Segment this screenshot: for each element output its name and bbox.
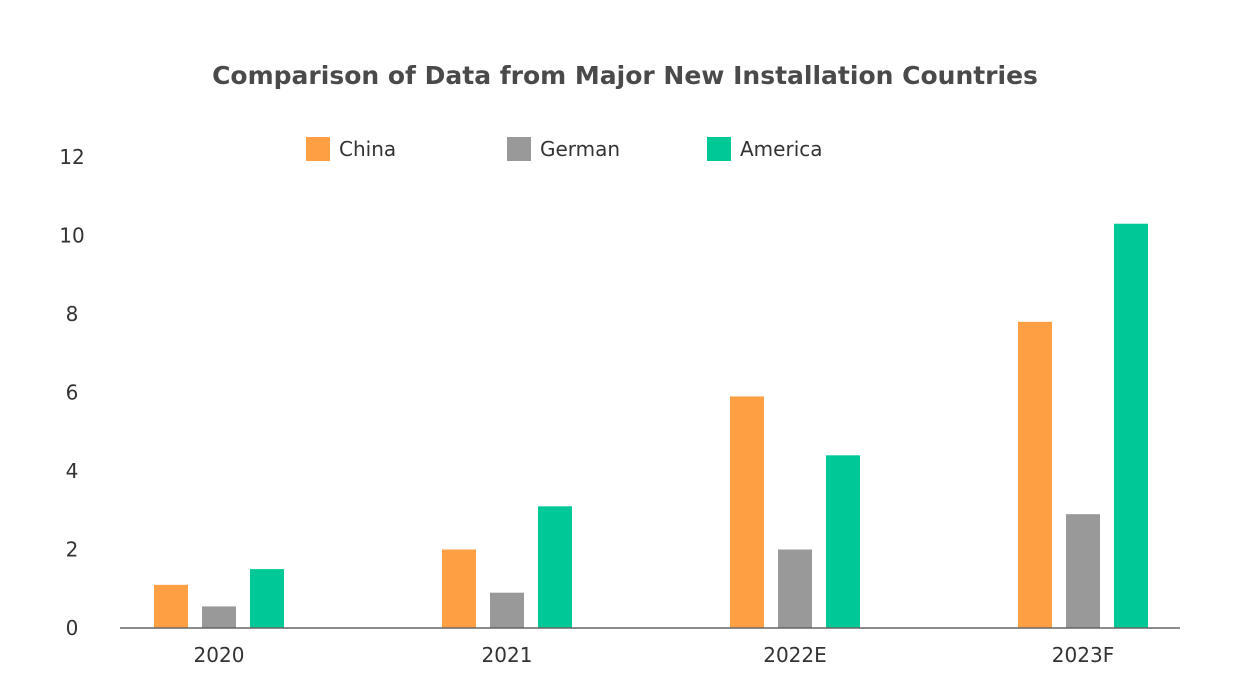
legend: China German America (306, 137, 823, 161)
legend-swatch-america (707, 137, 731, 161)
bar-china-2022e (730, 396, 764, 628)
bar-china-2020 (154, 584, 188, 628)
bar-china-2021 (442, 549, 476, 628)
y-tick-label: 0 (66, 616, 79, 640)
legend-swatch-china (306, 137, 330, 161)
bar-german-2021 (490, 592, 524, 628)
bar-german-2020 (202, 606, 236, 628)
legend-label-america: America (740, 137, 823, 161)
bar-china-2023f (1018, 321, 1052, 628)
bar-german-2022e (778, 549, 812, 628)
plot-area (154, 223, 1148, 628)
x-tick-label: 2021 (482, 643, 533, 667)
x-axis: 2020 2021 2022E 2023F (194, 643, 1115, 667)
y-tick-label: 6 (66, 381, 79, 405)
legend-label-china: China (339, 137, 396, 161)
y-tick-label: 8 (66, 302, 79, 326)
y-tick-label: 10 (59, 224, 84, 248)
bar-german-2023f (1066, 514, 1100, 628)
y-tick-label: 2 (66, 538, 79, 562)
y-tick-label: 4 (66, 459, 79, 483)
legend-swatch-german (507, 137, 531, 161)
chart-title: Comparison of Data from Major New Instal… (212, 61, 1038, 90)
y-tick-label: 12 (59, 145, 84, 169)
x-tick-label: 2023F (1052, 643, 1114, 667)
bar-america-2023f (1114, 223, 1148, 628)
legend-label-german: German (540, 137, 620, 161)
bar-america-2020 (250, 569, 284, 628)
x-tick-label: 2020 (194, 643, 245, 667)
y-axis: 0 2 4 6 8 10 12 (59, 145, 84, 640)
x-tick-label: 2022E (763, 643, 827, 667)
bar-america-2021 (538, 506, 572, 628)
bar-america-2022e (826, 455, 860, 628)
